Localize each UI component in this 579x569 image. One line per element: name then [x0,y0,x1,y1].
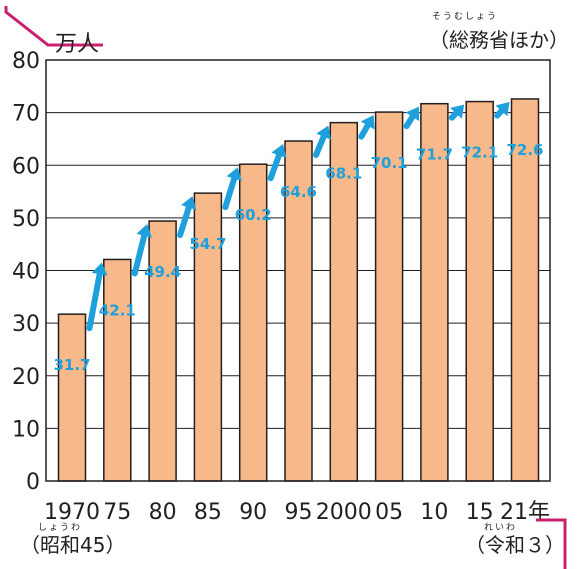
y-tick-label: 10 [12,417,40,442]
y-tick-label: 20 [12,365,40,390]
x-tick-label: 80 [149,500,177,525]
x-tick-label: 95 [285,500,313,525]
trend-arrowhead [181,196,197,210]
value-labels: 31.7 42.1 49.4 54.7 60.2 64.6 68.1 70.1 71.7 72.1… [53,141,543,374]
era-start-label: （昭和45） [20,533,126,557]
bar [238,163,268,482]
trend-arrowhead [405,106,420,122]
trend-arrow [222,175,238,211]
value-label: 49.4 [144,263,181,281]
trend-arrow [86,271,103,332]
accent-bracket-bottom [536,518,567,569]
bar [510,98,540,482]
value-label: 68.1 [325,165,362,183]
bar [284,140,313,482]
trend-arrow [403,113,416,130]
x-tick-label: 15 [466,500,494,525]
y-axis-ticks: 0 10 20 30 40 50 60 70 80 [12,49,40,495]
trend-arrowhead [226,167,242,182]
trend-arrow [358,122,371,140]
trend-arrowhead [316,125,332,140]
era-end-label: （令和３） [465,533,565,557]
y-tick-label: 70 [12,102,40,127]
y-tick-label: 30 [12,312,40,337]
x-tick-label: 90 [239,500,267,525]
x-tick-label: 10 [420,500,448,525]
value-label: 70.1 [371,154,408,172]
era-end-ruby: れいわ [484,523,518,533]
y-tick-label: 50 [12,207,40,232]
bars [57,98,540,482]
bar [148,220,177,482]
trend-arrowhead [91,262,108,276]
value-label: 64.6 [280,183,317,201]
accent-bracket-top [4,6,103,47]
x-tick-label: 2000 [316,500,372,525]
value-label: 54.7 [189,235,226,253]
trend-arrowhead [450,104,465,119]
bar [103,258,132,482]
x-tick-label: 05 [375,500,403,525]
era-start-ruby: しょうわ [38,523,83,533]
value-label: 31.7 [53,356,90,374]
x-tick-label: 85 [194,500,222,525]
trend-arrow [177,204,192,239]
y-tick-label: 40 [12,260,40,285]
trend-arrowhead [136,224,152,238]
bar [57,313,87,482]
y-tick-label: 80 [12,49,40,74]
trend-arrowhead [271,144,287,159]
plot-frame [45,59,551,482]
value-label: 71.7 [416,146,453,164]
trend-arrows [86,101,510,332]
bar [374,111,404,482]
x-tick-label: 1970 [44,500,100,525]
bar [465,100,494,482]
x-tick-label: 75 [103,500,131,525]
y-tick-label: 0 [26,470,40,495]
bar [329,121,359,482]
value-label: 72.1 [461,144,498,162]
trend-arrow [267,152,282,182]
source-text: （総務省ほか） [429,28,569,52]
y-tick-label: 60 [12,154,40,179]
x-axis-ticks: 1970 75 80 85 90 95 2000 05 10 15 21年 [44,500,550,525]
source-ruby: そうむしょう [432,12,499,22]
unit-label: 万人 [55,32,100,57]
trend-arrow [313,133,327,159]
trend-arrow [131,232,148,277]
value-label: 60.2 [235,206,272,224]
value-label: 42.1 [99,301,136,319]
trend-arrow [448,110,459,121]
value-label: 72.6 [506,141,543,159]
trend-arrow [494,107,505,119]
trend-arrowhead [495,101,510,117]
trend-arrowhead [360,115,375,130]
